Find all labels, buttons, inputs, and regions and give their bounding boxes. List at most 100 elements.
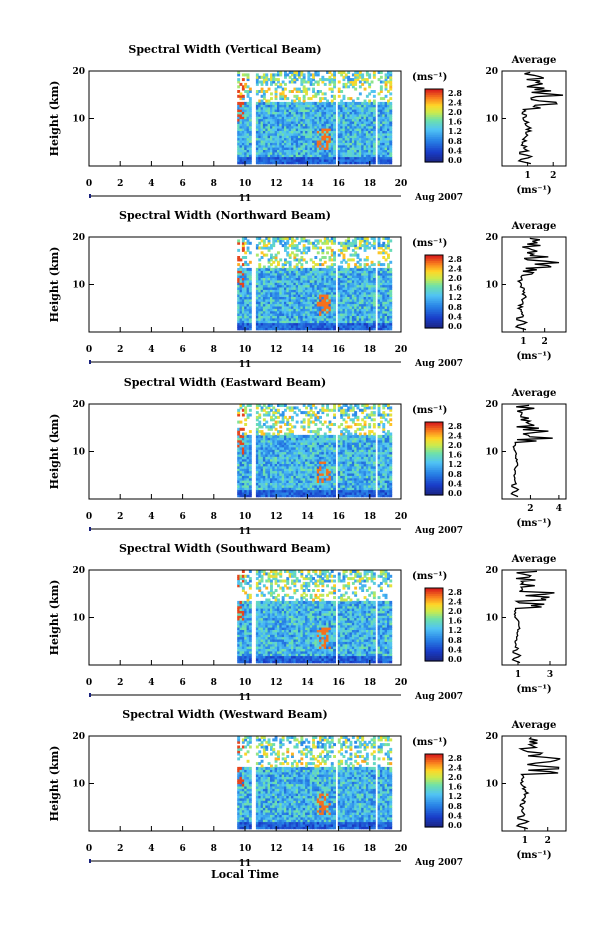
colorbar-segment (425, 473, 443, 476)
day-label: 11 (239, 859, 252, 869)
colorbar-segment (425, 781, 443, 784)
average-x-tick-label: 4 (556, 504, 562, 514)
day-label: 11 (239, 360, 252, 370)
colorbar-segment (425, 293, 443, 296)
colorbar-segment (425, 812, 443, 815)
colorbar-segment (425, 267, 443, 271)
colorbar-segment (425, 271, 443, 274)
colorbar-segment (425, 453, 443, 456)
panel-title: Spectral Width (Southward Beam) (119, 542, 331, 555)
date-label: Aug 2007 (414, 193, 463, 203)
colorbar-segment (425, 597, 443, 600)
colorbar-tick-label: 2.4 (448, 596, 462, 606)
colorbar-segment (425, 141, 443, 145)
colorbar-segment (425, 134, 443, 137)
colorbar-segment (425, 635, 443, 638)
average-x-tick-label: 2 (542, 337, 548, 347)
colorbar-segment (425, 604, 443, 607)
colorbar-segment (425, 262, 443, 265)
colorbar-segment (425, 297, 443, 300)
colorbar-tick-label: 2.0 (448, 772, 462, 782)
colorbar-tick-label: 1.6 (448, 616, 462, 626)
colorbar-segment (425, 151, 443, 154)
y-tick-label: 10 (72, 614, 85, 624)
average-x-tick-label: 1 (515, 670, 521, 680)
colorbar-segment (425, 275, 443, 278)
colorbar-unit: (ms⁻¹) (412, 72, 447, 83)
colorbar-segment (425, 602, 443, 605)
x-tick-label: 20 (395, 678, 408, 688)
colorbar-tick-label: 0.8 (448, 136, 462, 146)
colorbar-segment (425, 639, 443, 642)
colorbar-segment (425, 300, 443, 303)
average-x-label: (ms⁻¹) (516, 684, 551, 695)
colorbar-tick-label: 2.4 (448, 97, 462, 107)
colorbar-segment (425, 613, 443, 616)
colorbar-segment (425, 476, 443, 480)
average-x-tick-label: 1 (524, 171, 530, 181)
colorbar-segment (425, 485, 443, 489)
average-y-tick-label: 10 (485, 614, 498, 624)
colorbar-segment (425, 599, 443, 602)
x-tick-label: 4 (148, 345, 154, 355)
colorbar-segment (425, 628, 443, 631)
colorbar-segment (425, 432, 443, 436)
panel-title: Spectral Width (Vertical Beam) (128, 43, 321, 56)
average-y-tick-label: 20 (485, 732, 498, 742)
colorbar-segment (425, 794, 443, 797)
colorbar-segment (425, 431, 443, 434)
colorbar-segment (425, 287, 443, 291)
average-x-tick-label: 3 (547, 670, 553, 680)
average-x-tick-label: 2 (545, 836, 551, 846)
average-title: Average (511, 554, 557, 565)
colorbar-segment (425, 651, 443, 655)
average-frame (501, 569, 567, 666)
colorbar-segment (425, 591, 443, 594)
colorbar-segment (425, 653, 443, 657)
colorbar-segment (425, 114, 443, 117)
colorbar-segment (425, 322, 443, 325)
colorbar-segment (425, 149, 443, 152)
colorbar-segment (425, 451, 443, 454)
colorbar-tick-label: 1.2 (448, 292, 462, 302)
colorbar-segment (425, 482, 443, 485)
colorbar-segment (425, 759, 443, 762)
colorbar-segment (425, 801, 443, 804)
date-label: Aug 2007 (414, 526, 463, 536)
colorbar-tick-label: 0.0 (448, 654, 462, 664)
colorbar-segment (425, 766, 443, 770)
average-title: Average (511, 720, 557, 731)
colorbar-segment (425, 304, 443, 307)
colorbar-segment (425, 595, 443, 598)
colorbar-segment (425, 825, 443, 828)
average-x-tick-label: 2 (550, 171, 556, 181)
colorbar-segment (425, 442, 443, 445)
x-tick-label: 12 (270, 345, 283, 355)
colorbar-segment (425, 797, 443, 801)
x-tick-label: 16 (332, 678, 345, 688)
panel-1: Spectral Width (Northward Beam) Height (k… (48, 209, 567, 370)
average-x-tick-label: 1 (522, 836, 528, 846)
panel-3: Spectral Width (Southward Beam) Height (k… (48, 542, 567, 703)
colorbar-segment (425, 464, 443, 467)
average-profile-line (511, 570, 555, 664)
y-tick-label: 10 (72, 448, 85, 458)
colorbar-segment (425, 105, 443, 108)
average-x-label: (ms⁻¹) (516, 185, 551, 196)
colorbar-segment (425, 289, 443, 293)
colorbar-segment (425, 456, 443, 460)
average-title: Average (511, 388, 557, 399)
average-y-tick-label: 20 (485, 400, 498, 410)
colorbar-segment (425, 487, 443, 491)
colorbar-segment (425, 779, 443, 782)
colorbar-segment (425, 160, 443, 163)
colorbar-segment (425, 803, 443, 806)
x-tick-label: 18 (364, 844, 377, 854)
x-tick-label: 18 (364, 345, 377, 355)
colorbar-segment (425, 772, 443, 775)
x-tick-label: 20 (395, 179, 408, 189)
colorbar-segment (425, 642, 443, 646)
x-tick-label: 4 (148, 678, 154, 688)
average-y-tick-label: 10 (485, 281, 498, 291)
panel-2: Spectral Width (Eastward Beam) Height (km… (48, 376, 567, 537)
